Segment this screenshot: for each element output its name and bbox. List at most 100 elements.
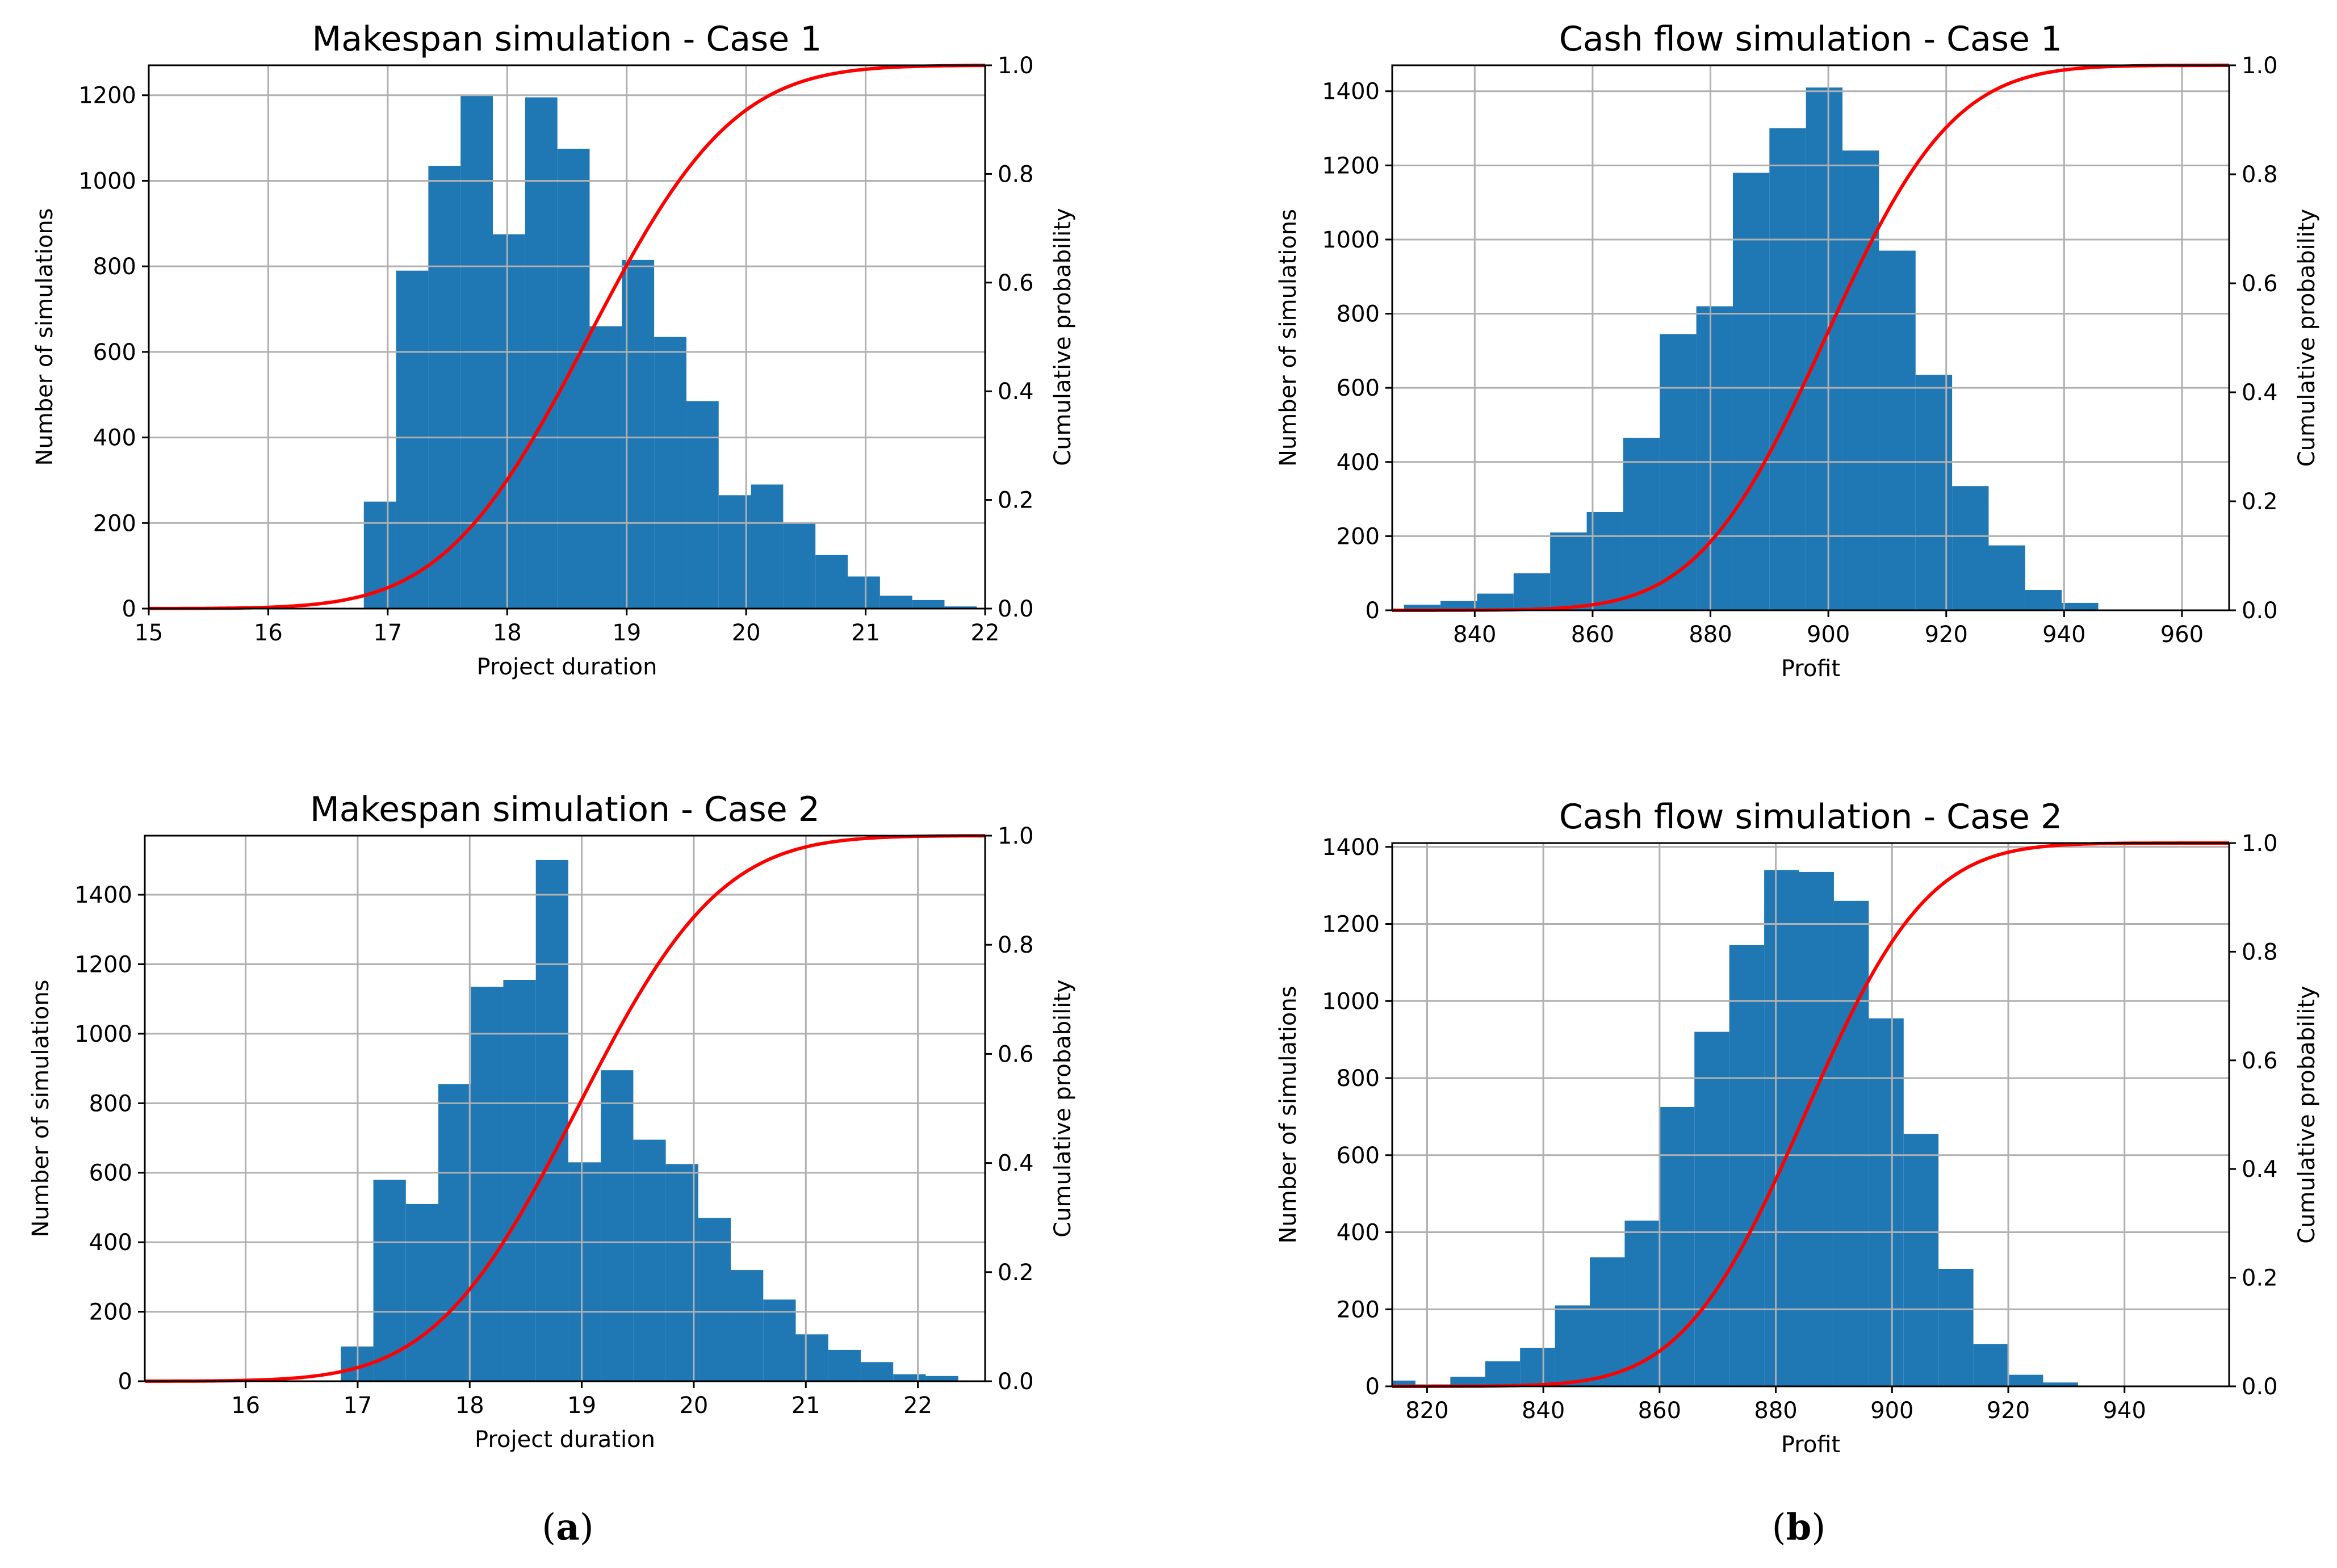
chart-makespan-case-2: 16 17 18 19 20 21 22 0 200 400 600 800 1000 1200 1400 0… [28,790,1076,1453]
y-tick-label: 400 [93,425,136,451]
x-tick-label: 960 [2160,622,2204,648]
y-tick-label: 800 [89,1091,132,1117]
y-tick-label: 600 [93,339,136,366]
histogram-bar [438,1084,471,1381]
histogram-bar [879,596,912,609]
histogram-bar [1659,1106,1695,1386]
histogram-bar [1938,1268,1974,1386]
y-tick-label: 1000 [1322,988,1380,1014]
chart-title: Makespan simulation - Case 1 [312,19,822,59]
x-tick-label: 21 [791,1393,820,1419]
y2-tick-label: 0.8 [2242,939,2278,965]
y-tick-label: 1400 [1322,835,1380,861]
histogram-bar [1485,1361,1521,1386]
histogram-bar [535,860,568,1381]
y-tick-label: 200 [1337,523,1380,550]
x-tick-label: 820 [1405,1398,1448,1424]
histogram-bar [633,1139,666,1381]
y-tick-label: 0 [1366,1374,1380,1400]
y-tick-label: 1200 [78,83,136,109]
y2-tick-label: 0.8 [998,932,1034,958]
y-tick-label: 0 [122,596,136,622]
histogram-bar [731,1270,764,1381]
y-tick-label: 0 [1366,598,1380,624]
histogram-bar [893,1374,926,1381]
y-tick-label: 1000 [74,1021,132,1047]
x-tick-label: 860 [1571,622,1614,648]
y2-tick-label: 0.8 [2242,162,2278,188]
x-tick-label: 920 [1925,622,1968,648]
x-tick-label: 18 [493,620,522,646]
histogram-bar [848,576,880,609]
caption-a-letter: a [556,1506,579,1549]
x-tick-label: 840 [1522,1398,1565,1424]
y-tick-label: 1200 [74,951,132,978]
y2-tick-label: 0.2 [998,1260,1034,1286]
caption-b-close: ) [1811,1507,1825,1549]
histogram-bar [493,234,525,609]
histogram-bar [471,987,504,1381]
y2-tick-label: 0.4 [998,379,1034,405]
histogram-bar [1392,1380,1415,1386]
histogram-bar [1729,945,1765,1386]
histogram-bar [1764,870,1799,1386]
histogram-bar [1842,150,1879,610]
y2-tick-label: 1.0 [2242,53,2278,79]
histogram-bar [1450,1377,1485,1386]
y-tick-label: 800 [1337,1066,1380,1092]
y-tick-label: 200 [89,1299,132,1326]
y2-tick-label: 0.4 [2242,1156,2278,1183]
histogram-bar [1477,593,1514,610]
y-tick-label: 400 [89,1230,132,1256]
y2-tick-label: 0.0 [2242,598,2278,624]
x-tick-label: 860 [1638,1398,1681,1424]
y-tick-label: 1400 [74,882,132,908]
histogram-bar [1440,601,1477,610]
x-tick-label: 940 [2042,622,2085,648]
chart-cashflow-case-1: 840 860 880 900 920 940 960 0 200 400 600 800 1000 12… [1275,19,2320,682]
x-tick-label: 21 [851,620,880,646]
y-tick-label: 400 [1337,1220,1380,1246]
cumulative-probability-curve [145,834,986,1383]
caption-b-open: ( [1772,1507,1786,1549]
histogram-bar [1696,306,1733,610]
histogram-bar [2062,602,2099,610]
x-tick-label: 16 [231,1393,260,1419]
y2-tick-label: 0.4 [2242,380,2278,406]
histogram-bar [860,1362,894,1381]
histogram-bar [373,1179,406,1381]
histogram-bar [1988,545,2025,610]
y2-tick-label: 0.6 [2242,271,2278,297]
histogram-bar [1879,250,1916,610]
y-tick-label: 600 [89,1160,132,1187]
histogram-bar [428,166,461,609]
plot-frame [1391,842,2230,1387]
y-tick-label: 1200 [1322,153,1380,179]
histogram-bar [1513,573,1551,610]
y2-tick-label: 0.2 [2242,489,2278,515]
chart-makespan-case-1: 15 16 17 18 19 20 21 22 0 200 400 600 800 1000 1200 0.0… [32,19,1076,680]
x-tick-label: 880 [1689,622,1732,648]
histogram-bar [2008,1374,2043,1386]
x-tick-label: 20 [679,1393,708,1419]
histogram-bar [405,1204,439,1381]
histogram-bar [589,326,622,609]
y-tick-label: 200 [1337,1297,1380,1323]
histogram-bar [1806,87,1843,611]
y-tick-label: 800 [93,254,136,280]
plot-frame [1391,64,2230,611]
y-axis-label: Number of simulations [1275,209,1301,467]
histogram-bar [1590,1257,1625,1386]
x-tick-label: 900 [1807,622,1850,648]
y2-tick-label: 0.2 [998,488,1034,514]
cumulative-probability-curve [1392,64,2229,612]
y-tick-label: 200 [93,510,136,536]
histogram-bar [944,606,977,609]
x-tick-label: 17 [373,620,402,646]
y-tick-label: 600 [1337,1143,1380,1169]
x-tick-label: 18 [455,1393,484,1419]
plot-frame [144,835,986,1382]
histogram-bar [783,523,816,609]
histogram-bar [1623,438,1660,610]
y2-tick-label: 1.0 [2242,831,2278,857]
